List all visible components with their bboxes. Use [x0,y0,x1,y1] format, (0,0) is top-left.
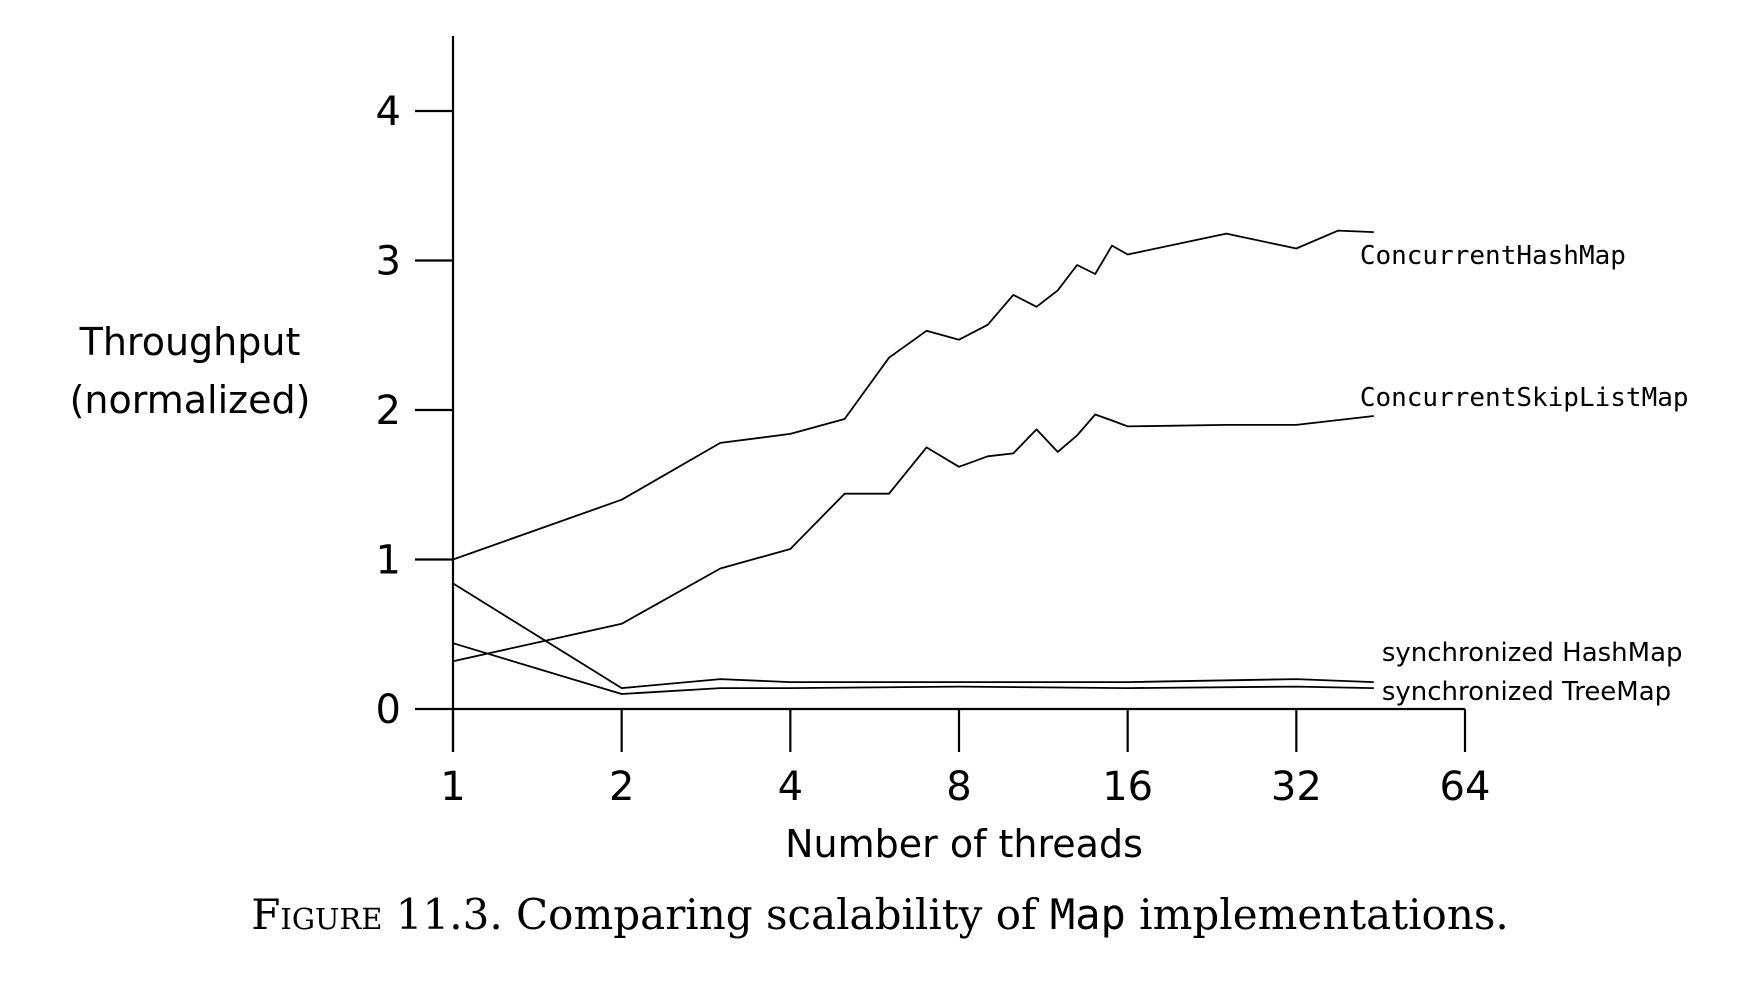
figure-label: Figure [251,890,383,939]
y-tick-label: 1 [376,538,401,584]
x-tick-label: 64 [1440,764,1491,810]
axes [451,36,1465,752]
y-axis-title-line: Throughput [79,320,301,364]
series-lines [452,229,1374,695]
x-tick-label: 32 [1271,764,1322,810]
axis-titles: Number of threads Throughput (normalized) [70,320,1143,866]
series-labels: ConcurrentHashMap ConcurrentSkipListMap sy… [1360,241,1689,707]
series-line-2 [452,582,1374,689]
y-tick-label: 3 [376,239,401,285]
y-tick-label: 2 [376,388,401,434]
x-tick-label: 2 [609,764,634,810]
caption-text-before: Comparing scalability of [516,890,1037,939]
figure-number: 11.3. [395,890,503,939]
series-line-1 [452,413,1374,663]
x-tick-label: 1 [440,764,465,810]
series-line-3 [452,642,1374,695]
caption-code: Map [1049,890,1126,939]
figure-caption: Figure 11.3. Comparing scalability of Ma… [0,890,1760,939]
y-tick-label: 4 [376,89,401,135]
caption-text-after: implementations. [1139,890,1509,939]
x-tick-label: 8 [946,764,971,810]
series-label-1: ConcurrentSkipListMap [1360,383,1689,413]
x-axis-title: Number of threads [785,822,1143,866]
series-label-3: synchronized TreeMap [1382,677,1671,707]
series-label-2: synchronized HashMap [1382,638,1683,668]
x-tick-label: 16 [1102,764,1153,810]
y-tick-label: 0 [376,687,401,733]
y-axis-title-line: (normalized) [70,378,311,422]
series-line-0 [452,229,1374,561]
x-tick-label: 4 [778,764,803,810]
series-label-0: ConcurrentHashMap [1360,241,1626,271]
